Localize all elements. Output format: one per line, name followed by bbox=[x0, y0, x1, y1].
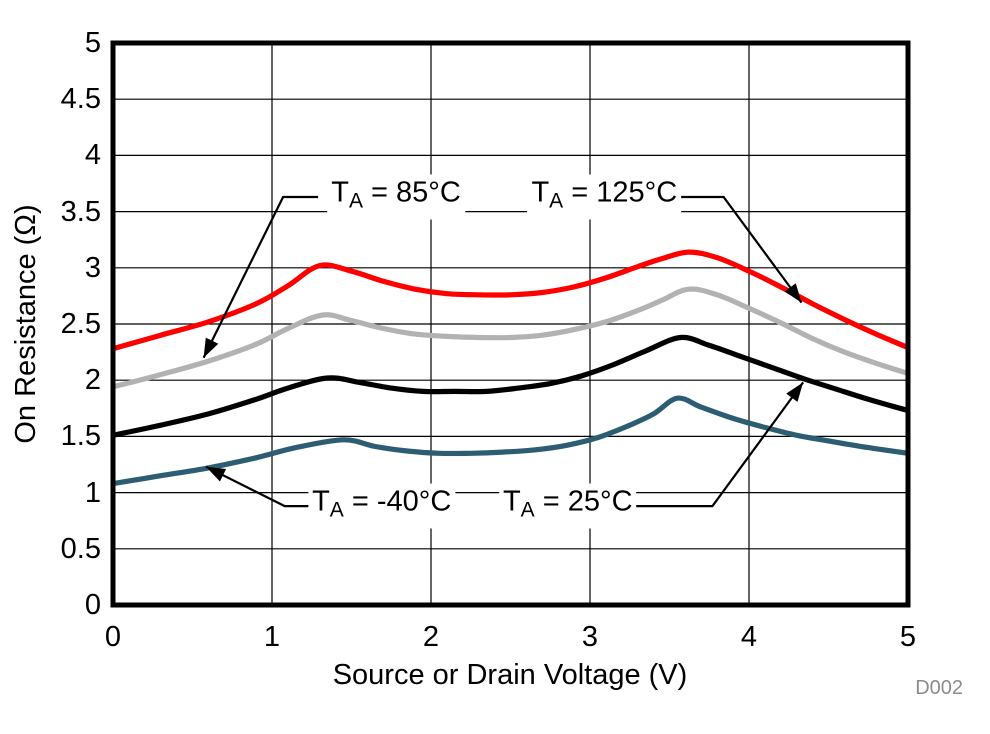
x-tick-label: 2 bbox=[422, 621, 440, 653]
annotation-text: T bbox=[502, 485, 521, 518]
annotation-leader bbox=[631, 381, 804, 508]
annotation-ta-minus40c: TA = -40°C bbox=[308, 483, 456, 529]
x-tick-label: 3 bbox=[581, 621, 599, 653]
annotation-subscript: A bbox=[329, 498, 344, 522]
y-tick-label: 5 bbox=[84, 27, 101, 59]
x-tick-label: 5 bbox=[899, 621, 917, 653]
x-axis-title: Source or Drain Voltage (V) bbox=[332, 659, 688, 691]
annotation-subscript: A bbox=[348, 189, 363, 213]
figure-id-watermark: D002 bbox=[915, 677, 963, 699]
x-tick-label: 4 bbox=[740, 621, 758, 653]
y-tick-label: 0 bbox=[84, 589, 101, 621]
annotation-text: T bbox=[331, 176, 349, 209]
annotation-text: = 125°C bbox=[563, 176, 678, 209]
annotation-arrowhead bbox=[206, 466, 227, 482]
annotation-text: T bbox=[312, 485, 330, 518]
y-tick-label: 4.5 bbox=[60, 83, 101, 116]
annotation-subscript: A bbox=[549, 189, 564, 213]
annotation-text: = 85°C bbox=[362, 176, 461, 209]
annotation-ta-125c: TA = 125°C bbox=[527, 174, 682, 220]
annotation-text: T bbox=[531, 176, 550, 209]
annotation-text: = -40°C bbox=[343, 485, 452, 518]
series-curve bbox=[113, 249, 908, 352]
y-tick-label: 3.5 bbox=[60, 195, 101, 228]
x-tick-label: 1 bbox=[263, 621, 281, 653]
series-curve bbox=[113, 334, 908, 438]
annotation-arrowhead bbox=[203, 337, 219, 358]
annotation-ta-25c: TA = 25°C bbox=[498, 483, 637, 529]
annotation-ta-85c: TA = 85°C bbox=[327, 174, 465, 220]
y-tick-label: 2 bbox=[84, 364, 101, 397]
series-curve bbox=[113, 286, 908, 390]
y-tick-label: 2.5 bbox=[60, 308, 101, 340]
series-curve bbox=[113, 395, 908, 487]
annotation-leader bbox=[679, 195, 803, 304]
annotation-subscript: A bbox=[520, 498, 535, 522]
annotation-arrowhead bbox=[784, 283, 802, 303]
y-tick-label: 4 bbox=[84, 139, 101, 172]
annotation-text: = 25°C bbox=[534, 485, 633, 518]
y-tick-label: 0.5 bbox=[60, 532, 101, 565]
x-tick-label: 0 bbox=[104, 621, 122, 653]
annotation-leader bbox=[205, 465, 312, 508]
annotation-leader bbox=[202, 195, 319, 359]
y-tick-label: 1.5 bbox=[60, 420, 101, 453]
y-tick-label: 1 bbox=[84, 476, 101, 509]
annotation-arrowhead bbox=[786, 382, 804, 402]
y-tick-label: 3 bbox=[84, 251, 101, 284]
